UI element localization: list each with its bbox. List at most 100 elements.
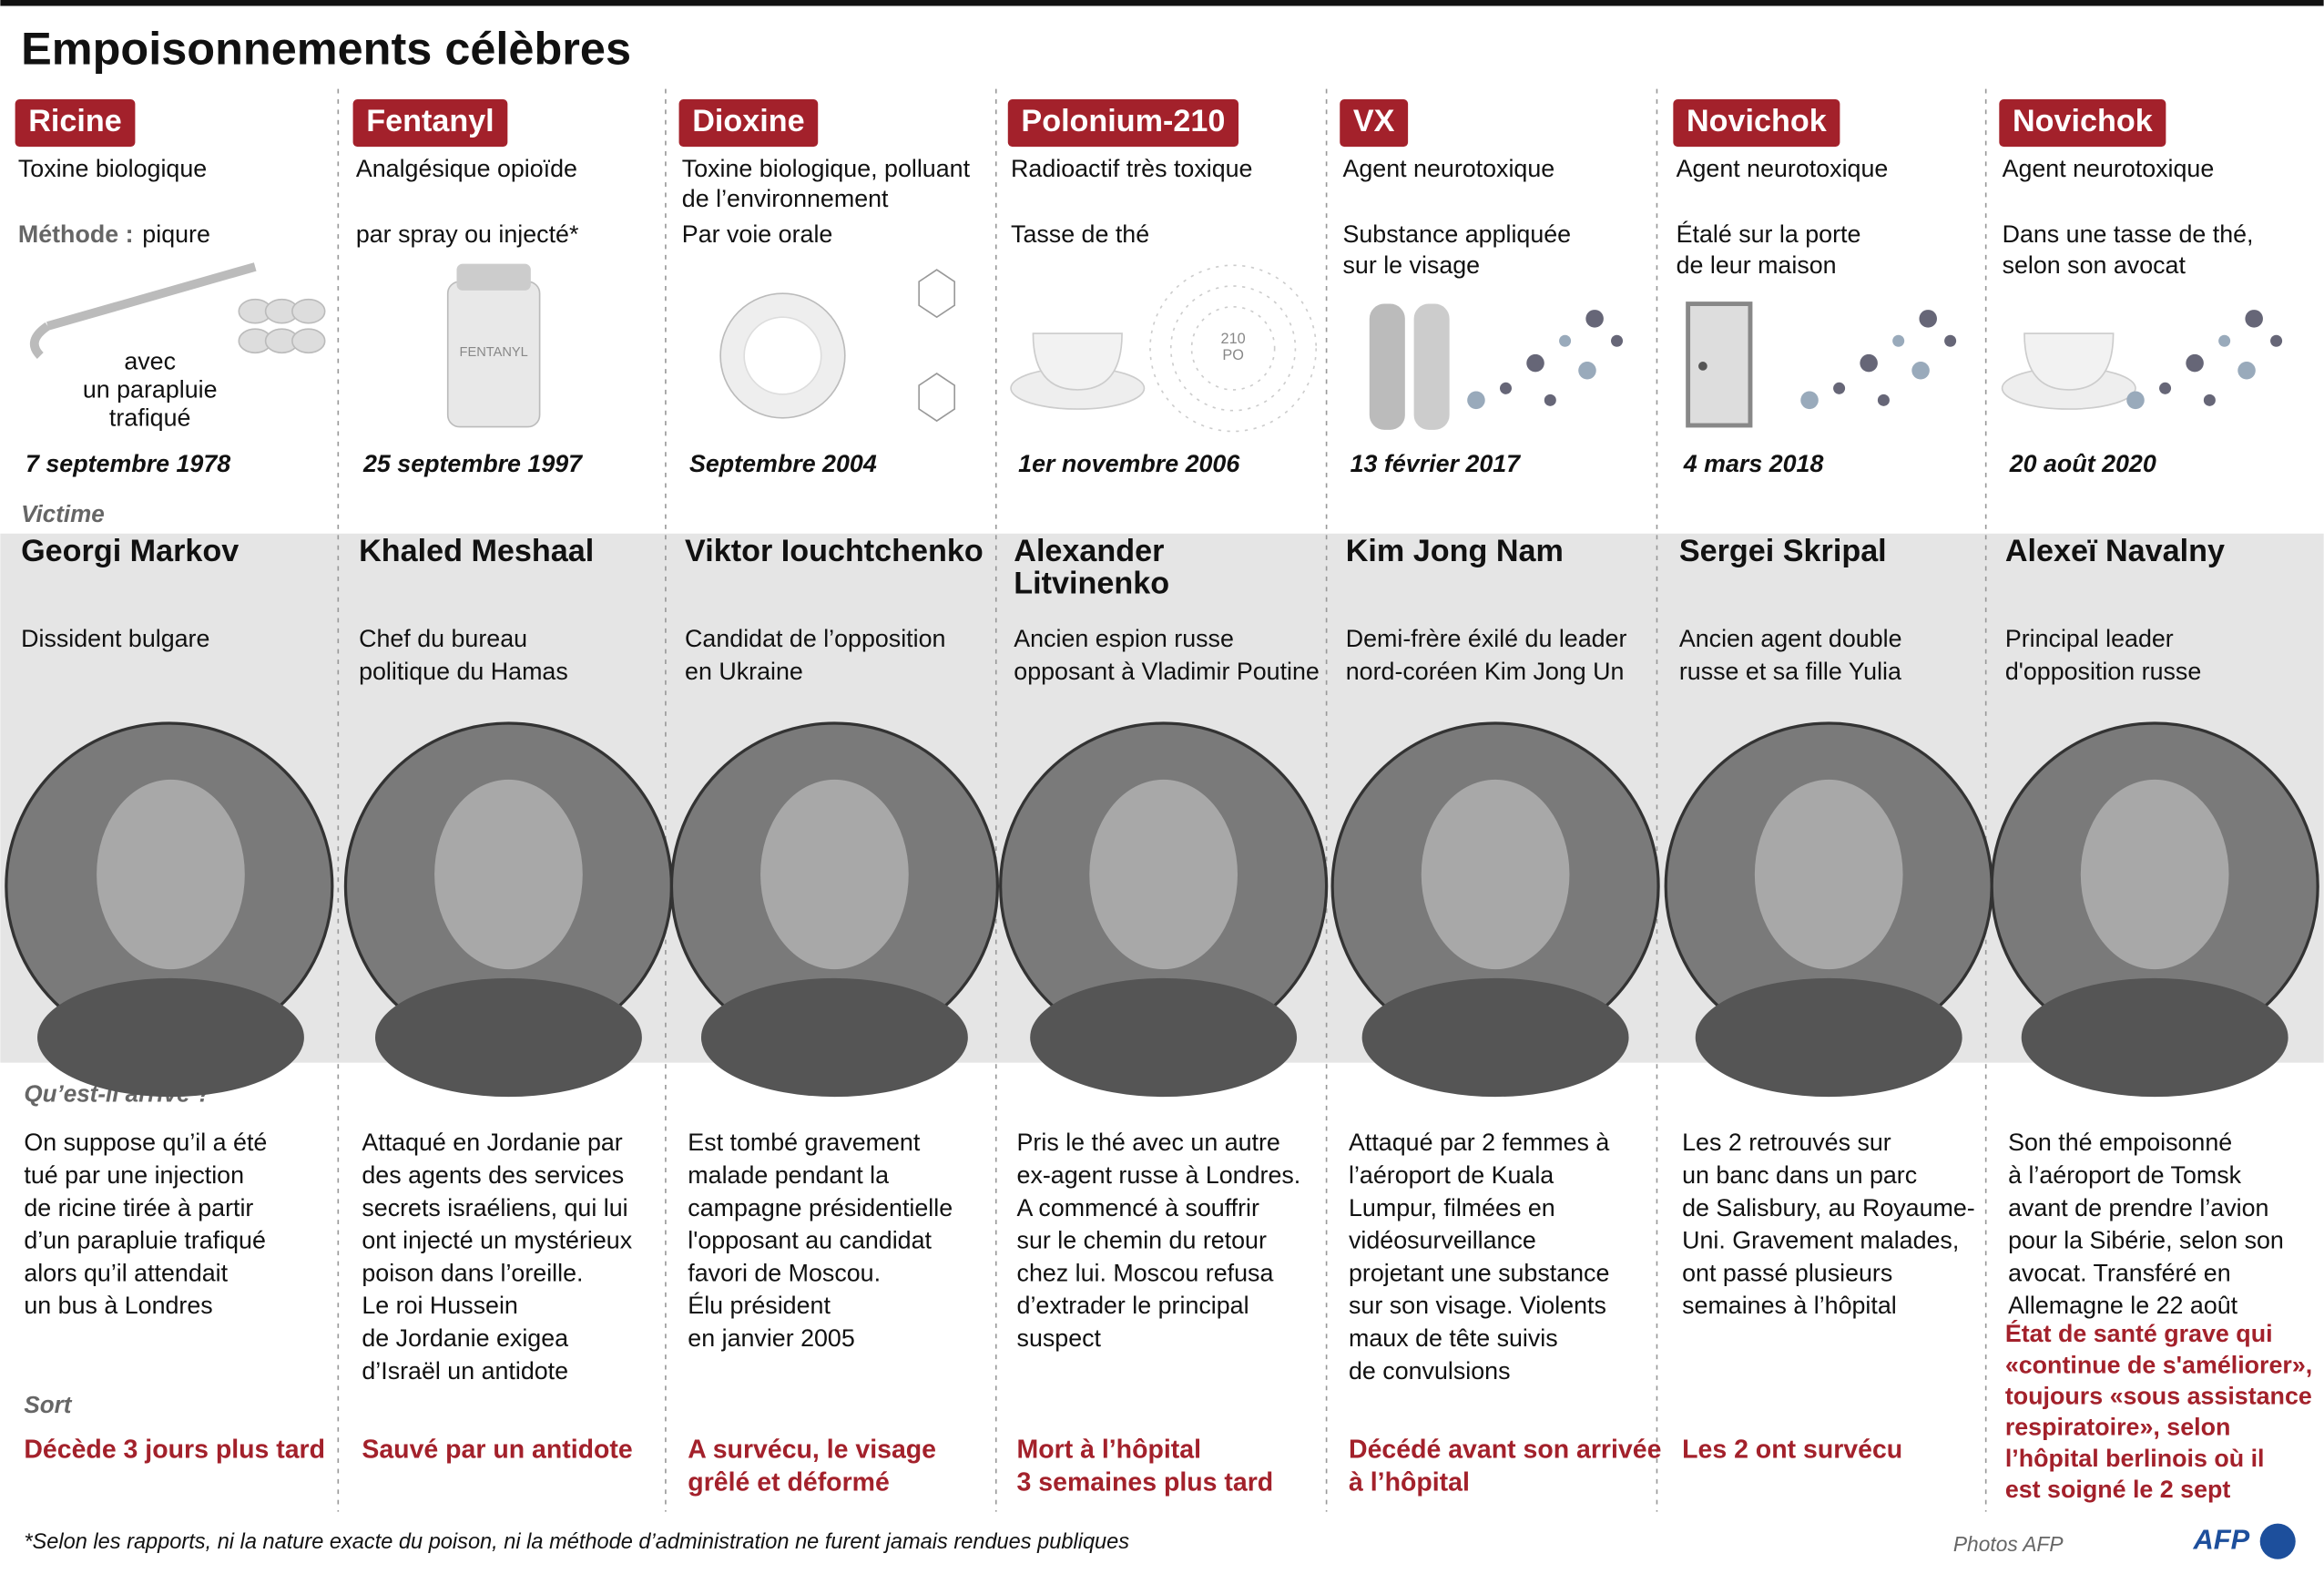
bottle-label: FENTANYL (460, 345, 528, 360)
date: Septembre 2004 (689, 450, 877, 477)
story: Est tombé gravement (688, 1129, 921, 1156)
outcome: l’hôpital berlinois où il (2005, 1445, 2265, 1472)
method: Dans une tasse de thé, (2003, 220, 2254, 248)
story: ex-agent russe à Londres. (1017, 1161, 1301, 1189)
poison-name: Ricine (28, 104, 122, 138)
story: sur le chemin du retour (1017, 1227, 1267, 1254)
victim-description: d'opposition russe (2005, 658, 2201, 685)
story: à l’aéroport de Tomsk (2008, 1161, 2242, 1189)
atom (1877, 394, 1890, 406)
story: d’un parapluie trafiqué (24, 1227, 266, 1254)
credit: Photos AFP (1953, 1532, 2064, 1556)
method: sur le visage (1343, 251, 1481, 279)
poison-tag (15, 99, 136, 148)
victim-description: Candidat de l’opposition (685, 625, 945, 652)
victim-description: politique du Hamas (359, 658, 568, 685)
story: de Jordanie exigea (362, 1324, 568, 1352)
story: avocat. Transféré en (2008, 1259, 2231, 1286)
photo-shoulders (2021, 977, 2288, 1098)
story: semaines à l’hôpital (1682, 1292, 1897, 1319)
photo-face (434, 779, 583, 970)
atom (1911, 362, 1930, 380)
outcome: Mort à l’hôpital (1017, 1435, 1201, 1464)
poison-type: Toxine biologique, polluant (682, 155, 971, 182)
outcome: est soigné le 2 sept (2005, 1476, 2231, 1503)
door-knob (1698, 362, 1707, 371)
method: piqure (142, 220, 210, 248)
victim-name: Viktor Iouchtchenko (685, 534, 984, 568)
title: Empoisonnements célèbres (21, 22, 631, 74)
story: un banc dans un parc (1682, 1161, 1917, 1189)
orbit (1190, 306, 1276, 391)
photo-shoulders (1361, 977, 1629, 1098)
victim-description: Chef du bureau (359, 625, 527, 652)
victim-name: Alexeï Navalny (2005, 534, 2225, 568)
molecule (918, 269, 956, 423)
atom (2245, 310, 2263, 328)
atom (1800, 391, 1819, 410)
umbrella (29, 262, 257, 359)
outcome: État de santé grave qui (2005, 1319, 2273, 1347)
outcome: grêlé et déformé (688, 1467, 890, 1497)
photo-face (760, 779, 909, 970)
bottle-cap (456, 263, 531, 291)
atom (2126, 391, 2145, 410)
outcome: Décédé avant son arrivée (1349, 1435, 1661, 1464)
outcome: Décède 3 jours plus tard (24, 1435, 325, 1464)
plate-inner (743, 316, 822, 395)
story: Allemagne le 22 août (2008, 1292, 2238, 1319)
story: Pris le thé avec un autre (1017, 1129, 1280, 1156)
victim-name: Alexander (1014, 534, 1164, 568)
method: selon son avocat (2003, 251, 2186, 279)
poison-name: Novichok (2013, 104, 2154, 138)
poison-type: Agent neurotoxique (1343, 155, 1555, 182)
outcome: Les 2 ont survécu (1682, 1435, 1902, 1464)
atom (1833, 382, 1846, 394)
poison-name: VX (1353, 104, 1395, 138)
outcome: 3 semaines plus tard (1017, 1467, 1274, 1497)
date: 20 août 2020 (2009, 450, 2156, 477)
story: ont injecté un mystérieux (362, 1227, 632, 1254)
date: 25 septembre 1997 (362, 450, 583, 477)
orbit (1149, 264, 1318, 433)
story: d’Israël un antidote (362, 1357, 568, 1385)
story: pour la Sibérie, selon son (2008, 1227, 2284, 1254)
caption: avec (124, 348, 176, 375)
method: Étalé sur la porte (1677, 220, 1861, 248)
outcome: «continue de s'améliorer», (2005, 1351, 2312, 1378)
method: Par voie orale (682, 220, 833, 248)
atom (1611, 334, 1624, 347)
poison-tag (1007, 99, 1239, 148)
photo-face (97, 779, 245, 970)
poison-type: de l’environnement (682, 185, 889, 212)
atom (1892, 334, 1905, 347)
story: chez lui. Moscou refusa (1017, 1259, 1274, 1286)
photo-face (1754, 779, 1903, 970)
victim-description: Demi-frère éxilé du leader (1346, 625, 1627, 652)
atom (2203, 394, 2216, 406)
date: 13 février 2017 (1351, 450, 1522, 477)
story: ont passé plusieurs (1682, 1259, 1892, 1286)
story: Le roi Hussein (362, 1292, 518, 1319)
atom (2218, 334, 2231, 347)
cup (2023, 332, 2115, 391)
date: 1er novembre 2006 (1018, 450, 1240, 477)
story: A commencé à souffrir (1017, 1194, 1259, 1221)
atom (1544, 394, 1556, 406)
story: suspect (1017, 1324, 1102, 1352)
outcome: A survécu, le visage (688, 1435, 936, 1464)
bean (291, 298, 326, 324)
poison-tag (678, 99, 819, 148)
method: par spray ou injecté* (356, 220, 579, 248)
caption: un parapluie (83, 376, 218, 404)
victim-description: russe et sa fille Yulia (1679, 658, 1901, 685)
atom (1919, 310, 1937, 328)
victim-description: nord-coréen Kim Jong Un (1346, 658, 1625, 685)
story: Élu président (688, 1292, 831, 1319)
story: Attaqué par 2 femmes à (1349, 1129, 1609, 1156)
figure (1413, 303, 1450, 430)
poison-type: Radioactif très toxique (1011, 155, 1252, 182)
poison-type: Analgésique opioïde (356, 155, 577, 182)
outcome: à l’hôpital (1349, 1467, 1470, 1497)
method: Substance appliquée (1343, 220, 1572, 248)
